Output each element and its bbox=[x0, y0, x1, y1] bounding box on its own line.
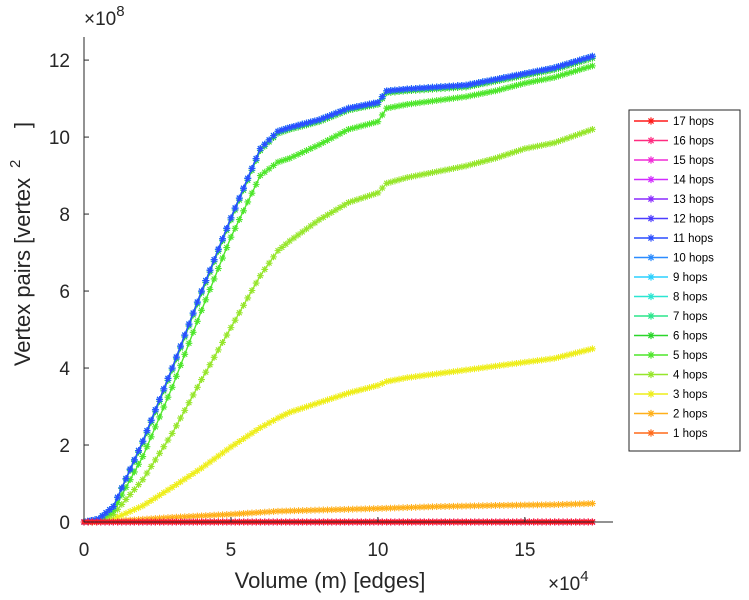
legend-item: 8 hops bbox=[634, 292, 708, 304]
legend-item: 17 hops bbox=[634, 116, 714, 128]
x-tick-label: 10 bbox=[367, 540, 388, 561]
x-multiplier: ×104 bbox=[548, 568, 589, 595]
y-axis-label-close: ] bbox=[10, 122, 35, 128]
legend-items: 17 hops 16 hops 15 hops 14 hops 13 hops 12 ho… bbox=[634, 116, 714, 440]
y-axis-label-sup: 2 bbox=[7, 160, 24, 168]
y-multiplier-exp: 8 bbox=[116, 3, 124, 20]
y-tick-label: 12 bbox=[49, 51, 70, 72]
legend-label: 11 hops bbox=[673, 233, 713, 245]
legend-item: 15 hops bbox=[634, 155, 714, 167]
legend-label: 2 hops bbox=[673, 409, 708, 421]
legend-item: 16 hops bbox=[634, 136, 714, 148]
legend-swatch-marker bbox=[647, 136, 655, 145]
series-3-hops bbox=[80, 345, 596, 526]
legend-label: 9 hops bbox=[673, 272, 708, 284]
series-line bbox=[83, 128, 593, 523]
y-tick-label: 6 bbox=[59, 282, 70, 303]
legend-label: 12 hops bbox=[673, 214, 714, 226]
legend-item: 3 hops bbox=[634, 389, 708, 401]
legend-swatch-marker bbox=[647, 312, 655, 320]
y-tick-label: 8 bbox=[59, 205, 70, 226]
x-multiplier-base: ×10 bbox=[548, 574, 580, 595]
series-markers bbox=[80, 345, 596, 526]
x-tick-label: 15 bbox=[514, 540, 535, 561]
legend-swatch-marker bbox=[647, 273, 655, 281]
legend-swatch-marker bbox=[647, 234, 655, 242]
x-ticks: 0 5 10 15 bbox=[79, 517, 535, 561]
legend-label: 17 hops bbox=[673, 116, 714, 128]
legend-swatch-marker bbox=[647, 253, 655, 262]
legend-swatch-marker bbox=[647, 156, 655, 164]
x-tick-label: 5 bbox=[226, 540, 237, 561]
x-axis-label: Volume (m) [edges] bbox=[235, 568, 426, 593]
series-4-hops bbox=[80, 125, 596, 526]
legend-item: 9 hops bbox=[634, 272, 708, 284]
series-markers bbox=[80, 125, 596, 526]
y-multiplier-base: ×10 bbox=[84, 9, 116, 30]
y-tick-label: 10 bbox=[49, 128, 70, 149]
y-tick-label: 4 bbox=[59, 359, 70, 380]
y-ticks: 0 2 4 6 8 10 12 bbox=[49, 51, 89, 534]
legend-swatch-marker bbox=[647, 117, 655, 125]
legend-label: 1 hops bbox=[673, 428, 708, 440]
y-tick-label: 0 bbox=[59, 513, 70, 534]
legend-label: 6 hops bbox=[673, 331, 708, 343]
x-multiplier-exp: 4 bbox=[580, 568, 588, 585]
legend-label: 3 hops bbox=[673, 389, 708, 401]
plot-area: 0 5 10 15 0 2 4 6 8 10 12 bbox=[49, 37, 613, 561]
legend-item: 12 hops bbox=[634, 214, 714, 226]
legend-swatch-marker bbox=[647, 331, 655, 340]
y-multiplier: ×108 bbox=[84, 3, 125, 30]
y-axis-label: Vertex pairs [vertex 2 ] bbox=[7, 122, 35, 366]
legend-item: 13 hops bbox=[634, 194, 714, 206]
legend-item: 2 hops bbox=[634, 409, 708, 421]
y-axis-label-main: Vertex pairs [vertex bbox=[10, 178, 35, 366]
series-11-hops bbox=[80, 52, 596, 526]
legend-swatch-marker bbox=[647, 175, 655, 184]
x-tick-label: 0 bbox=[79, 540, 90, 561]
legend-label: 8 hops bbox=[673, 292, 708, 304]
legend-swatch-marker bbox=[647, 195, 655, 203]
legend-item: 7 hops bbox=[634, 311, 708, 323]
legend-item: 6 hops bbox=[634, 331, 708, 343]
legend-item: 4 hops bbox=[634, 370, 708, 382]
legend-item: 14 hops bbox=[634, 175, 714, 187]
legend-swatch-marker bbox=[647, 370, 655, 379]
legend-label: 4 hops bbox=[673, 370, 708, 382]
legend-swatch-marker bbox=[647, 214, 655, 223]
legend-swatch-marker bbox=[647, 351, 655, 359]
legend: 17 hops 16 hops 15 hops 14 hops 13 hops 12 ho… bbox=[628, 109, 741, 452]
legend-item: 1 hops bbox=[634, 428, 708, 440]
legend-label: 10 hops bbox=[673, 253, 714, 265]
legend-label: 16 hops bbox=[673, 136, 714, 148]
legend-label: 15 hops bbox=[673, 155, 714, 167]
legend-item: 5 hops bbox=[634, 350, 708, 362]
series-layer bbox=[80, 52, 596, 526]
legend-label: 14 hops bbox=[673, 175, 714, 187]
legend-swatch-marker bbox=[647, 292, 655, 301]
legend-swatch-marker bbox=[647, 390, 655, 398]
legend-label: 13 hops bbox=[673, 194, 714, 206]
legend-item: 10 hops bbox=[634, 253, 714, 265]
legend-swatch-marker bbox=[647, 409, 655, 418]
legend-swatch-marker bbox=[647, 429, 655, 437]
legend-item: 11 hops bbox=[634, 233, 713, 245]
legend-label: 5 hops bbox=[673, 350, 708, 362]
legend-label: 7 hops bbox=[673, 311, 708, 323]
y-tick-label: 2 bbox=[59, 436, 70, 457]
